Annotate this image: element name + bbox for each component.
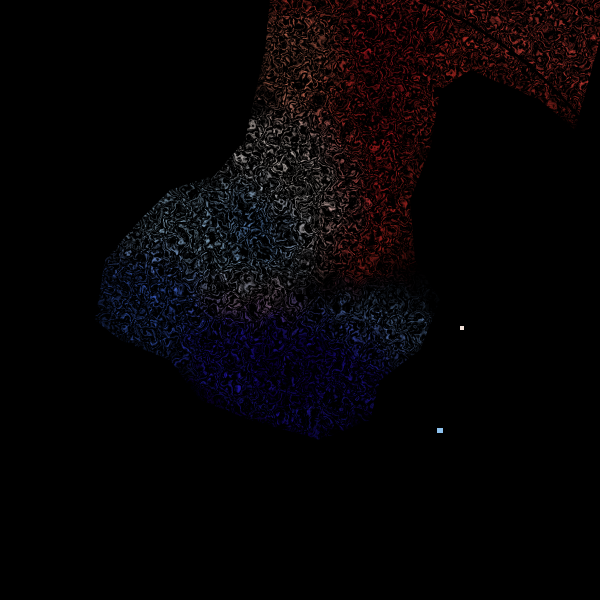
range-ring bbox=[419, 0, 587, 126]
echo-speck bbox=[437, 428, 443, 433]
echo-speck bbox=[460, 326, 464, 330]
radar-site bbox=[295, 293, 305, 303]
